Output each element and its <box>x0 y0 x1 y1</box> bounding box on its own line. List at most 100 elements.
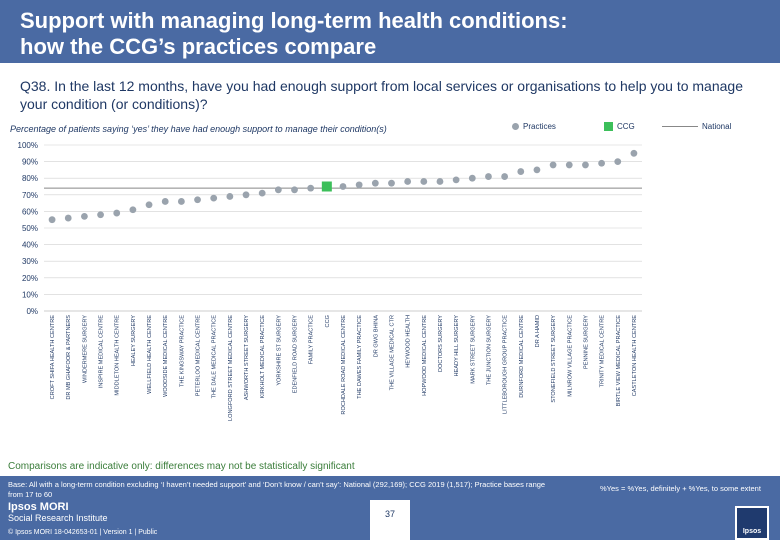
category-label-31: STONEFIELD STREET SURGERY <box>551 315 557 403</box>
category-label-8: THE KINGSWAY PRACTICE <box>179 315 185 387</box>
header-bar <box>0 0 780 63</box>
practice-point-3 <box>97 211 104 219</box>
legend-ccg: CCG <box>604 122 635 131</box>
practice-point-8 <box>177 198 185 205</box>
practice-point-11 <box>226 193 234 200</box>
category-label-36: CASTLETON HEALTH CENTRE <box>632 315 638 396</box>
practice-point-23 <box>420 178 428 185</box>
category-label-27: THE JUNCTION SURGERY <box>486 315 492 385</box>
title-line-2: how the CCG’s practices compare <box>20 34 377 59</box>
y-tick-label-7: 70% <box>22 191 38 200</box>
legend-national-marker <box>662 126 698 127</box>
category-label-34: TRINITY MEDICAL CENTRE <box>600 315 606 388</box>
title-line-1: Support with managing long-term health c… <box>20 8 568 33</box>
category-label-28: LITTLEBOROUGH GROUP PRACTICE <box>503 315 509 414</box>
category-label-0: CROFT SHIFA HEALTH CENTRE <box>50 315 56 400</box>
survey-question: Q38. In the last 12 months, have you had… <box>20 78 743 112</box>
practice-point-24 <box>436 178 444 185</box>
category-label-33: PENNINE SURGERY <box>583 315 589 369</box>
category-label-22: HEYWOOD HEALTH <box>406 315 412 368</box>
practice-point-7 <box>161 198 169 205</box>
category-label-32: MILNROW VILLAGE PRACTICE <box>567 315 573 397</box>
chart-subtitle: Percentage of patients saying ‘yes’ they… <box>10 124 387 134</box>
y-tick-label-1: 10% <box>22 290 38 299</box>
category-label-19: THE DAWES FAMILY PRACTICE <box>357 315 363 399</box>
practice-point-5 <box>129 206 137 214</box>
category-label-23: HOPWOOD MEDICAL CENTRE <box>422 315 428 396</box>
category-label-10: THE DALE MEDICAL PRACTICE <box>212 315 218 399</box>
y-tick-label-4: 40% <box>22 241 38 250</box>
legend-practices-label: Practices <box>523 122 556 131</box>
category-label-13: KIRKHOLT MEDICAL PRACTICE <box>260 315 266 399</box>
page-number: 37 <box>384 509 395 519</box>
legend-practices-marker <box>512 123 519 130</box>
practice-point-30 <box>533 166 541 174</box>
category-label-9: PETERLOO MEDICAL CENTRE <box>196 315 202 396</box>
category-label-35: BIRTLE VIEW MEDICAL PRACTICE <box>616 315 622 407</box>
practice-point-19 <box>355 181 363 189</box>
y-tick-label-6: 60% <box>22 207 38 216</box>
category-label-30: DR A HAMID <box>535 315 541 347</box>
copyright-text: © Ipsos MORI 18-042653-01 | Version 1 | … <box>8 529 158 536</box>
practice-point-6 <box>145 201 153 209</box>
y-tick-label-0: 0% <box>26 307 38 316</box>
category-label-15: EDENFIELD ROAD SURGERY <box>293 315 299 393</box>
category-label-1: DR MB GHAFOOR & PARTNERS <box>66 315 72 400</box>
practice-point-9 <box>194 196 201 204</box>
category-label-2: WINDERMERE SURGERY <box>82 315 88 383</box>
practice-point-36 <box>630 149 638 157</box>
category-label-25: HEADY HILL SURGERY <box>454 315 460 377</box>
category-label-20: DR GWG BHINA <box>373 315 379 358</box>
category-label-14: YORKSHIRE ST SURGERY <box>276 315 282 386</box>
practice-point-34 <box>598 159 605 167</box>
page-number-box <box>370 500 410 540</box>
category-label-24: DOCTORS SURGERY <box>438 315 444 372</box>
category-label-21: THE VILLAGE MEDICAL CTR <box>389 315 395 390</box>
page-title: Support with managing long-term health c… <box>20 8 720 60</box>
category-label-12: ASHWORTH STREET SURGERY <box>244 315 250 400</box>
social-research-institute-wordmark: Social Research Institute <box>8 513 108 523</box>
practice-point-18 <box>339 183 347 190</box>
legend-practices: Practices <box>512 122 556 131</box>
category-label-3: INSPIRE MEDICAL CENTRE <box>99 315 105 388</box>
y-tick-label-3: 30% <box>22 257 38 266</box>
practice-point-31 <box>549 161 557 169</box>
practice-point-33 <box>582 161 589 169</box>
practice-point-20 <box>371 179 379 187</box>
yes-definition-note: %Yes = %Yes, definitely + %Yes, to some … <box>600 484 761 493</box>
category-label-7: WOODSIDE MEDICAL CENTRE <box>163 315 169 397</box>
significance-note: Comparisons are indicative only: differe… <box>8 461 355 472</box>
practice-point-35 <box>614 158 622 165</box>
practice-point-14 <box>274 186 282 194</box>
ccg-marker <box>321 181 332 192</box>
practice-point-15 <box>291 186 298 194</box>
legend-national: National <box>662 122 731 131</box>
category-label-16: FAMILY PRACTICE <box>309 315 315 364</box>
practice-point-2 <box>81 212 88 220</box>
category-label-6: WELLFIELD HEALTH CENTRE <box>147 315 153 394</box>
category-label-11: LONGFORD STREET MEDICAL CENTRE <box>228 315 234 421</box>
base-text: Base: All with a long-term condition exc… <box>8 480 546 499</box>
ipsos-mori-wordmark: Ipsos MORI <box>8 501 69 513</box>
practice-point-10 <box>210 194 218 202</box>
category-label-17: CCG <box>325 315 331 327</box>
y-tick-label-8: 80% <box>22 174 38 183</box>
practice-point-32 <box>565 161 573 169</box>
practice-point-1 <box>64 214 72 222</box>
category-label-26: MARK STREET SURGERY <box>470 315 476 384</box>
practice-point-29 <box>517 168 525 175</box>
practice-point-21 <box>388 179 395 187</box>
practice-point-4 <box>113 209 121 217</box>
y-tick-label-5: 50% <box>22 224 38 233</box>
category-label-18: ROCHDALE ROAD MEDICAL CENTRE <box>341 315 347 415</box>
chart-legend: Practices CCG National <box>512 122 772 136</box>
practice-point-16 <box>307 184 315 192</box>
category-label-29: DURNFORD MEDICAL CENTRE <box>519 315 525 398</box>
legend-ccg-label: CCG <box>617 122 635 131</box>
practice-point-12 <box>242 191 250 199</box>
category-label-4: MIDDLETON HEALTH CENTRE <box>115 315 121 396</box>
practice-point-28 <box>501 173 509 180</box>
legend-ccg-marker <box>604 122 613 131</box>
y-tick-label-2: 20% <box>22 274 38 283</box>
practice-point-27 <box>485 173 492 180</box>
